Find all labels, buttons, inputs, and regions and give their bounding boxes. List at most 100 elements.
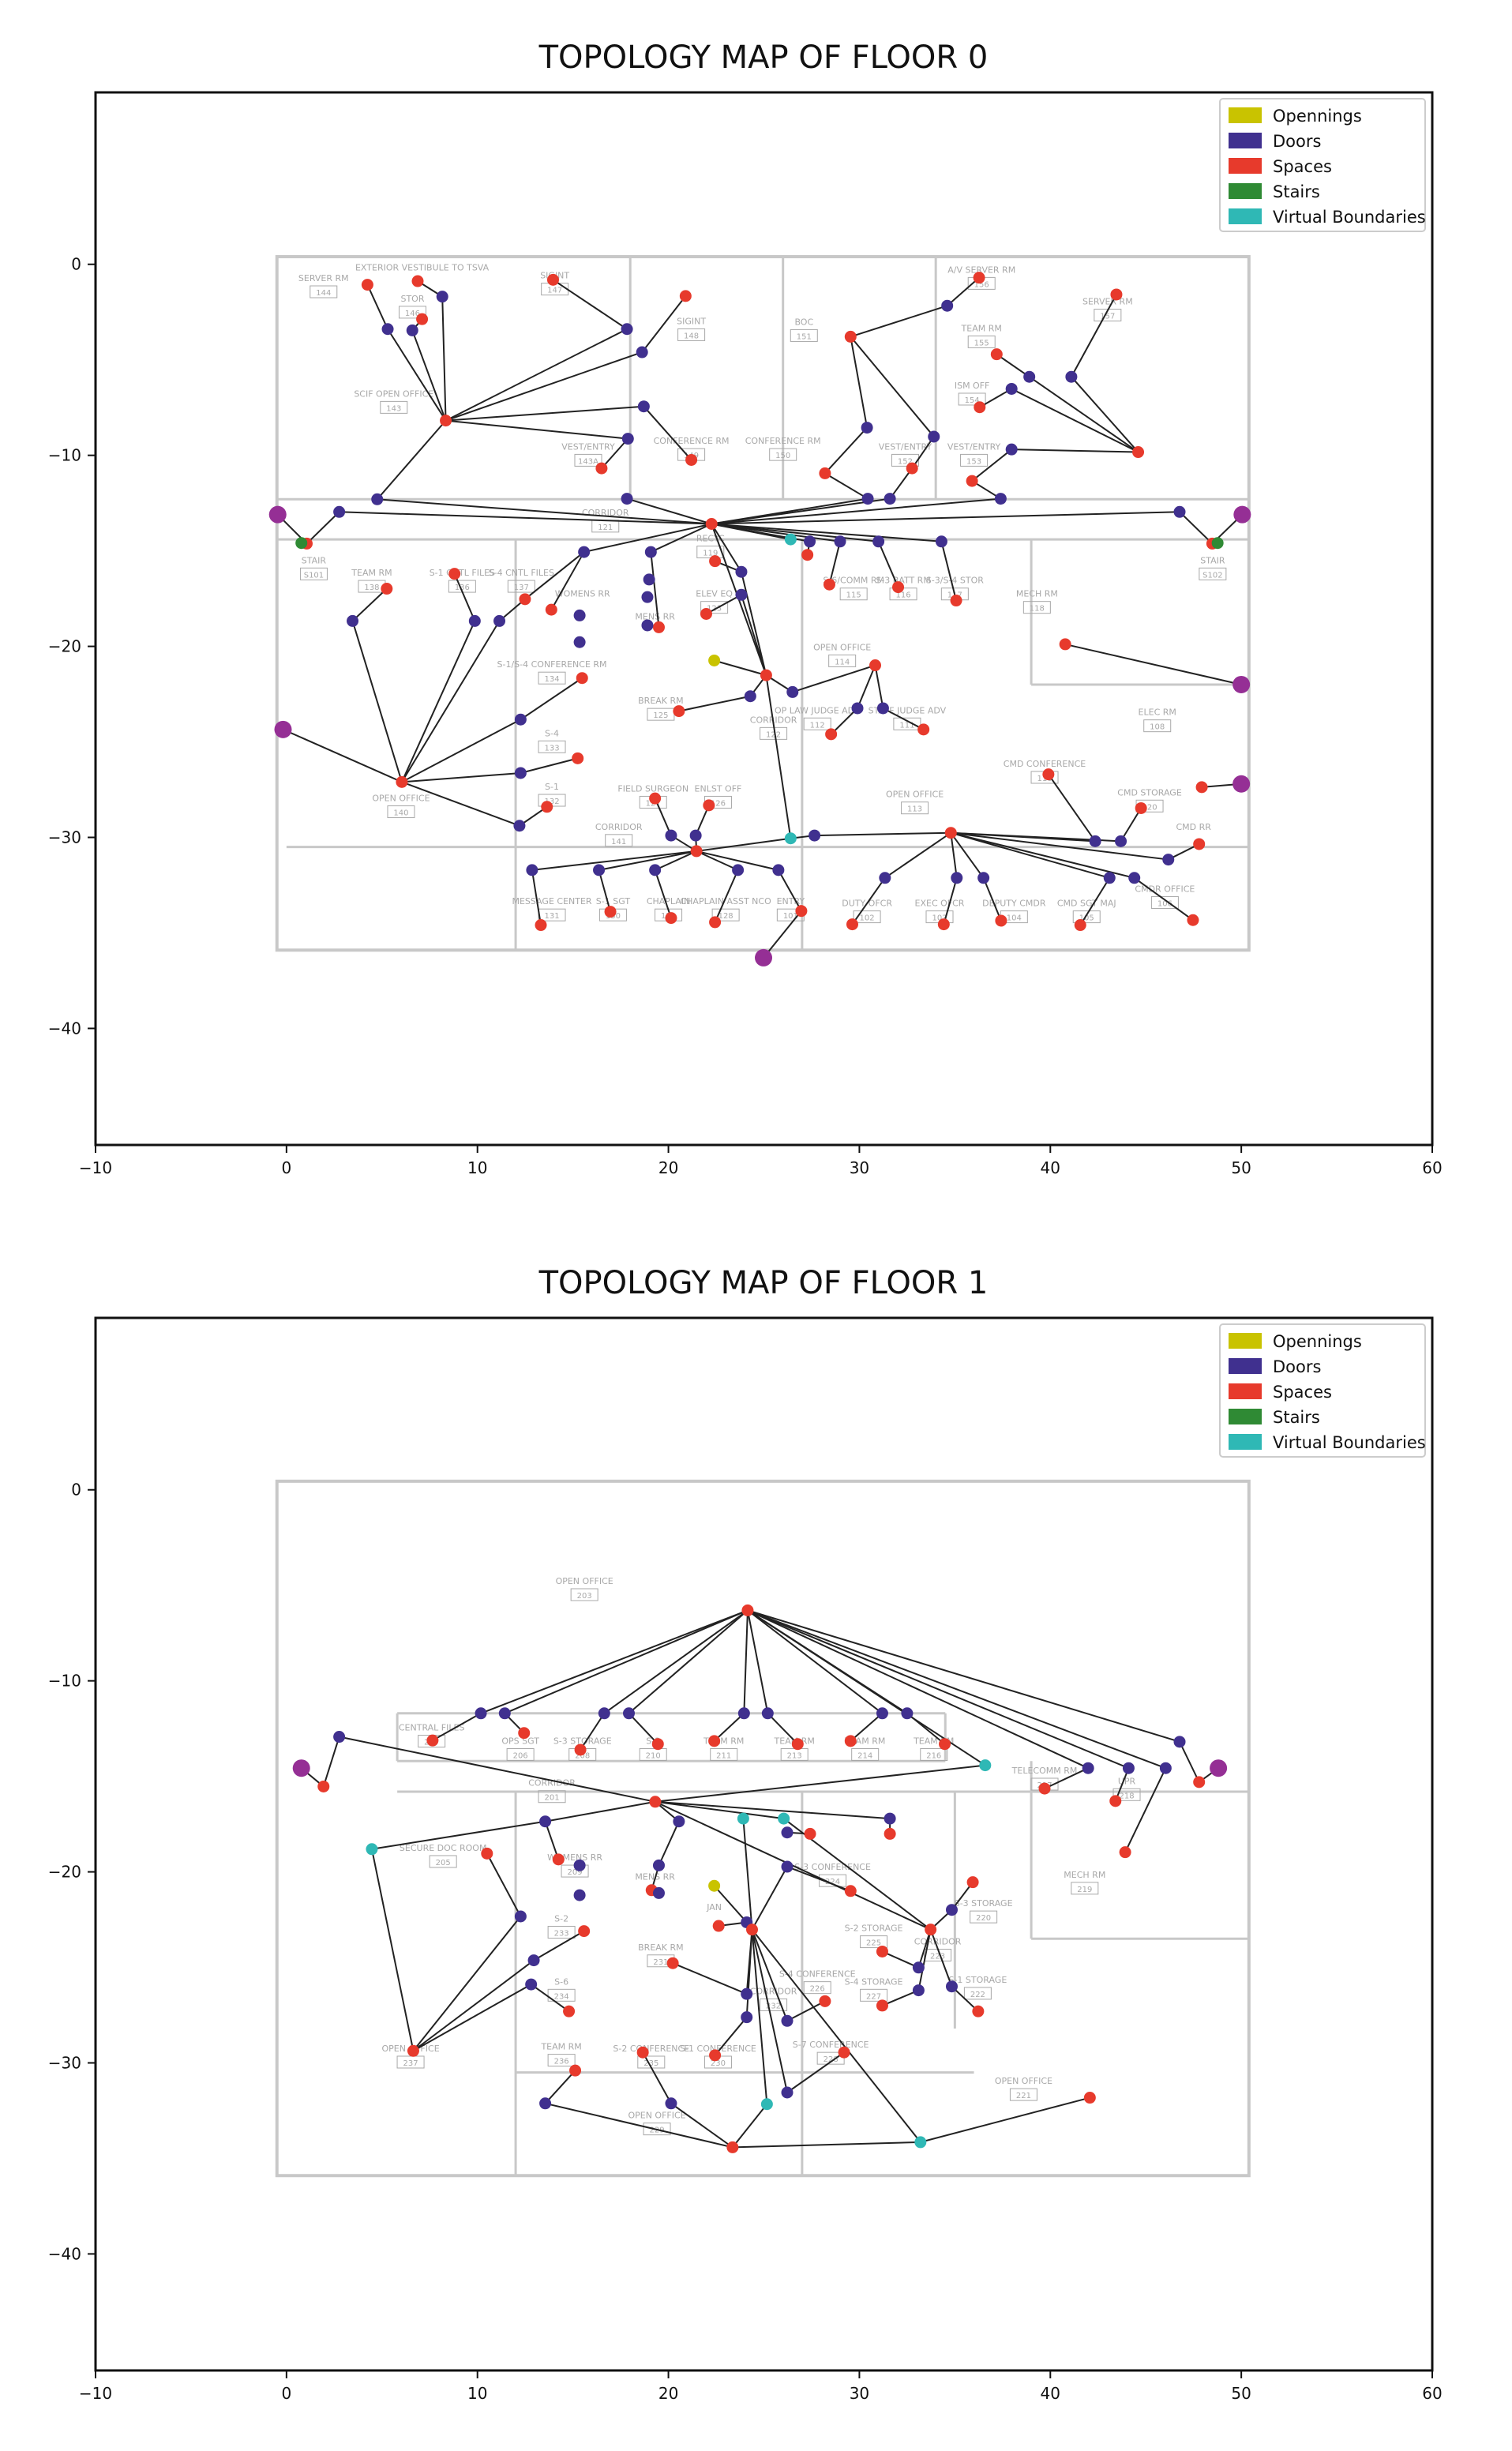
- edge-A-d10: [747, 1609, 1129, 1770]
- edge-v4-E: [370, 1849, 415, 2051]
- space-node-s1: [361, 279, 373, 291]
- space-node-s17: [552, 1853, 565, 1866]
- room-number-box: [538, 1790, 566, 1804]
- room-number: 216: [926, 1751, 941, 1760]
- space-node-s38: [917, 723, 930, 736]
- room-label: JAN: [706, 1902, 722, 1912]
- x-tick-label: 40: [1041, 1158, 1060, 1177]
- edge-d29-s25: [672, 1962, 748, 1995]
- room-name: S-6/COMM RM: [823, 576, 884, 586]
- room-label: WOMENS RR: [555, 589, 610, 599]
- space-node-s37: [825, 728, 838, 741]
- edge-d34-F: [545, 2102, 733, 2149]
- edge-C-v1: [711, 523, 791, 541]
- space-node-s16: [481, 1847, 493, 1860]
- room-number-box: [860, 1935, 888, 1949]
- space-node-s56: [937, 918, 950, 931]
- edge-B-v1: [655, 1764, 985, 1803]
- legend-swatch-opening: [1229, 107, 1262, 123]
- room-label: ISM OFF 154: [955, 381, 990, 406]
- room-label: STAIR S101: [299, 555, 328, 580]
- space-node-s29: [636, 2046, 649, 2059]
- room-label: MECH RM 118: [1016, 589, 1058, 614]
- y-tick-label: −40: [48, 1019, 81, 1038]
- space-node-D: [925, 1924, 937, 1936]
- room-name: S-4 CNTL FILES: [489, 568, 554, 578]
- space-node-s13: [1110, 288, 1123, 301]
- x-tick-label: 60: [1422, 1158, 1442, 1177]
- edge-d23-E: [412, 1916, 522, 2051]
- space-node-s53: [709, 916, 722, 929]
- edge-d26-s24: [550, 551, 585, 610]
- edge-B-d14: [545, 1800, 656, 1822]
- space-node-s16: [1132, 446, 1145, 459]
- space-node-s17: [966, 475, 978, 487]
- room-number: 203: [577, 1592, 592, 1601]
- room-number-box: [570, 1588, 598, 1601]
- room-name: S-6: [554, 1976, 568, 1987]
- edge-A-d4: [628, 1609, 748, 1714]
- door-node-d13: [928, 430, 940, 443]
- room-label: SERVER RM 157: [1082, 297, 1133, 322]
- space-node-s31: [838, 2046, 850, 2059]
- room-number: 122: [766, 730, 781, 739]
- space-node-s14: [884, 1827, 896, 1840]
- edge-s16-d19: [1011, 449, 1139, 453]
- room-label: OPEN OFFICE 221: [995, 2076, 1052, 2101]
- door-node-d14: [861, 493, 874, 505]
- room-label: ELEC RM 108: [1139, 708, 1176, 733]
- room-number: 210: [646, 1751, 661, 1760]
- edge-d26-s23: [524, 551, 585, 600]
- room-number-box: [387, 805, 415, 819]
- edge-s9-d11: [850, 305, 947, 338]
- room-number-box: [891, 453, 919, 467]
- room-name: CHAPLAIN: [647, 896, 691, 906]
- legend-swatch-virtual: [1229, 208, 1262, 224]
- room-number: 147: [547, 287, 562, 295]
- door-node-d21: [652, 1859, 665, 1871]
- legend-box: [1219, 98, 1426, 232]
- space-node-s49: [703, 799, 715, 812]
- room-name: S-7 CONFERENCE: [793, 2040, 869, 2050]
- room-name: SCIF OPEN OFFICE: [354, 388, 433, 399]
- room-name: A/V SERVER RM: [947, 265, 1015, 275]
- edge-d5-s5: [641, 295, 687, 353]
- door-node-d30: [741, 2011, 753, 2024]
- room-number-box: [538, 740, 566, 753]
- edge-d35-F: [670, 2102, 733, 2149]
- y-tick-label: −20: [48, 1863, 81, 1882]
- room-label: MESSAGE CENTER 131: [512, 896, 592, 921]
- space-node-s13: [317, 1780, 330, 1792]
- edge-H3-d50: [951, 831, 1169, 861]
- edge-H3-d60: [951, 831, 1135, 879]
- legend-label-door: Doors: [1273, 132, 1321, 151]
- edge-C-d27: [650, 523, 712, 553]
- edge-d60-s59: [1134, 876, 1194, 921]
- space-node-s23: [876, 1945, 888, 1957]
- room-label: EXTERIOR VESTIBULE TO TSVA: [355, 263, 490, 273]
- room-label: CMD RR: [1176, 822, 1211, 832]
- room-number-box: [1071, 1882, 1099, 1895]
- door-node-d14: [539, 1815, 552, 1828]
- plot-frame: [94, 91, 1434, 1147]
- virtual-node-v2: [784, 832, 797, 845]
- space-node-s45: [1193, 838, 1206, 850]
- edge-d27-s31: [650, 551, 660, 628]
- space-node-H1: [440, 415, 452, 427]
- room-number: 232: [766, 2002, 781, 2010]
- room-label: OP LAW JUDGE ADV 112: [775, 705, 861, 730]
- edge-C-d28: [711, 523, 742, 572]
- room-number: 116: [896, 591, 911, 600]
- edge-F-v5: [732, 2104, 768, 2149]
- door-node-d4: [623, 1707, 636, 1720]
- room-name: MECH RM: [1016, 589, 1058, 599]
- room-number: 152: [898, 457, 913, 466]
- room-name: SERVER RM: [298, 273, 349, 283]
- space-node-s28: [892, 581, 905, 594]
- chart-title: TOPOLOGY MAP OF FLOOR 0: [538, 39, 989, 76]
- room-number: 154: [965, 396, 980, 405]
- x-tick-label: 20: [658, 2384, 678, 2403]
- door-node-d59: [1103, 872, 1116, 884]
- room-name: S-3 CONFERENCE: [794, 1862, 871, 1872]
- room-name: ISM OFF: [955, 381, 990, 391]
